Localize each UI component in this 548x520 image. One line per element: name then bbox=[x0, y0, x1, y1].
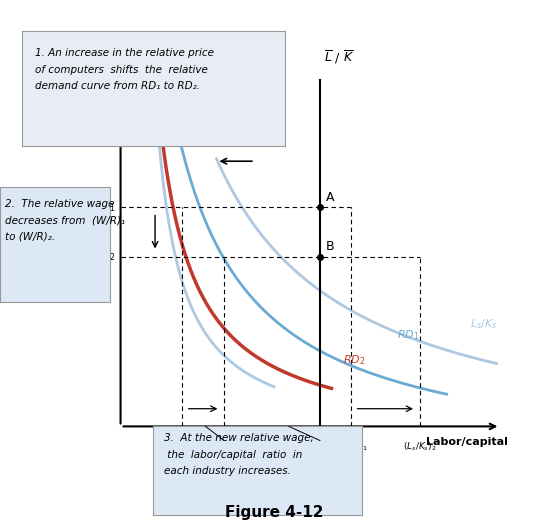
Text: $L_s/K_s$: $L_s/K_s$ bbox=[470, 317, 497, 331]
Text: $(L_s/K_s)_2$: $(L_s/K_s)_2$ bbox=[403, 440, 437, 453]
Text: 2.  The relative wage
decreases from  (W/R)₁
to (W/R)₂.: 2. The relative wage decreases from (W/R… bbox=[5, 199, 125, 241]
Text: $(L_c/K_c)_1$: $(L_c/K_c)_1$ bbox=[165, 440, 199, 453]
Text: 1. An increase in the relative price
of computers  shifts  the  relative
demand : 1. An increase in the relative price of … bbox=[35, 48, 214, 91]
Text: $RD_2$: $RD_2$ bbox=[343, 353, 366, 367]
Text: $\overline{L}$ / $\overline{K}$: $\overline{L}$ / $\overline{K}$ bbox=[324, 49, 354, 66]
Text: 3.  At the new relative wage,
 the  labor/capital  ratio  in
each industry incre: 3. At the new relative wage, the labor/c… bbox=[164, 434, 313, 476]
Text: $(W/R)_1$: $(W/R)_1$ bbox=[78, 200, 115, 214]
Text: Wage/rental: Wage/rental bbox=[109, 69, 185, 79]
Text: $(W/R)_2$: $(W/R)_2$ bbox=[78, 250, 115, 264]
Text: $RD_1$: $RD_1$ bbox=[397, 328, 419, 342]
Text: $(L_s/K_s)_1$: $(L_s/K_s)_1$ bbox=[334, 440, 368, 453]
Text: Labor/capital: Labor/capital bbox=[426, 437, 508, 447]
Text: B: B bbox=[326, 240, 334, 253]
Text: $L_c/K_c$: $L_c/K_c$ bbox=[307, 440, 333, 454]
Text: Figure 4-12: Figure 4-12 bbox=[225, 505, 323, 520]
Text: A: A bbox=[326, 191, 334, 204]
Text: $(L_c/K_c)_2$: $(L_c/K_c)_2$ bbox=[207, 440, 241, 453]
